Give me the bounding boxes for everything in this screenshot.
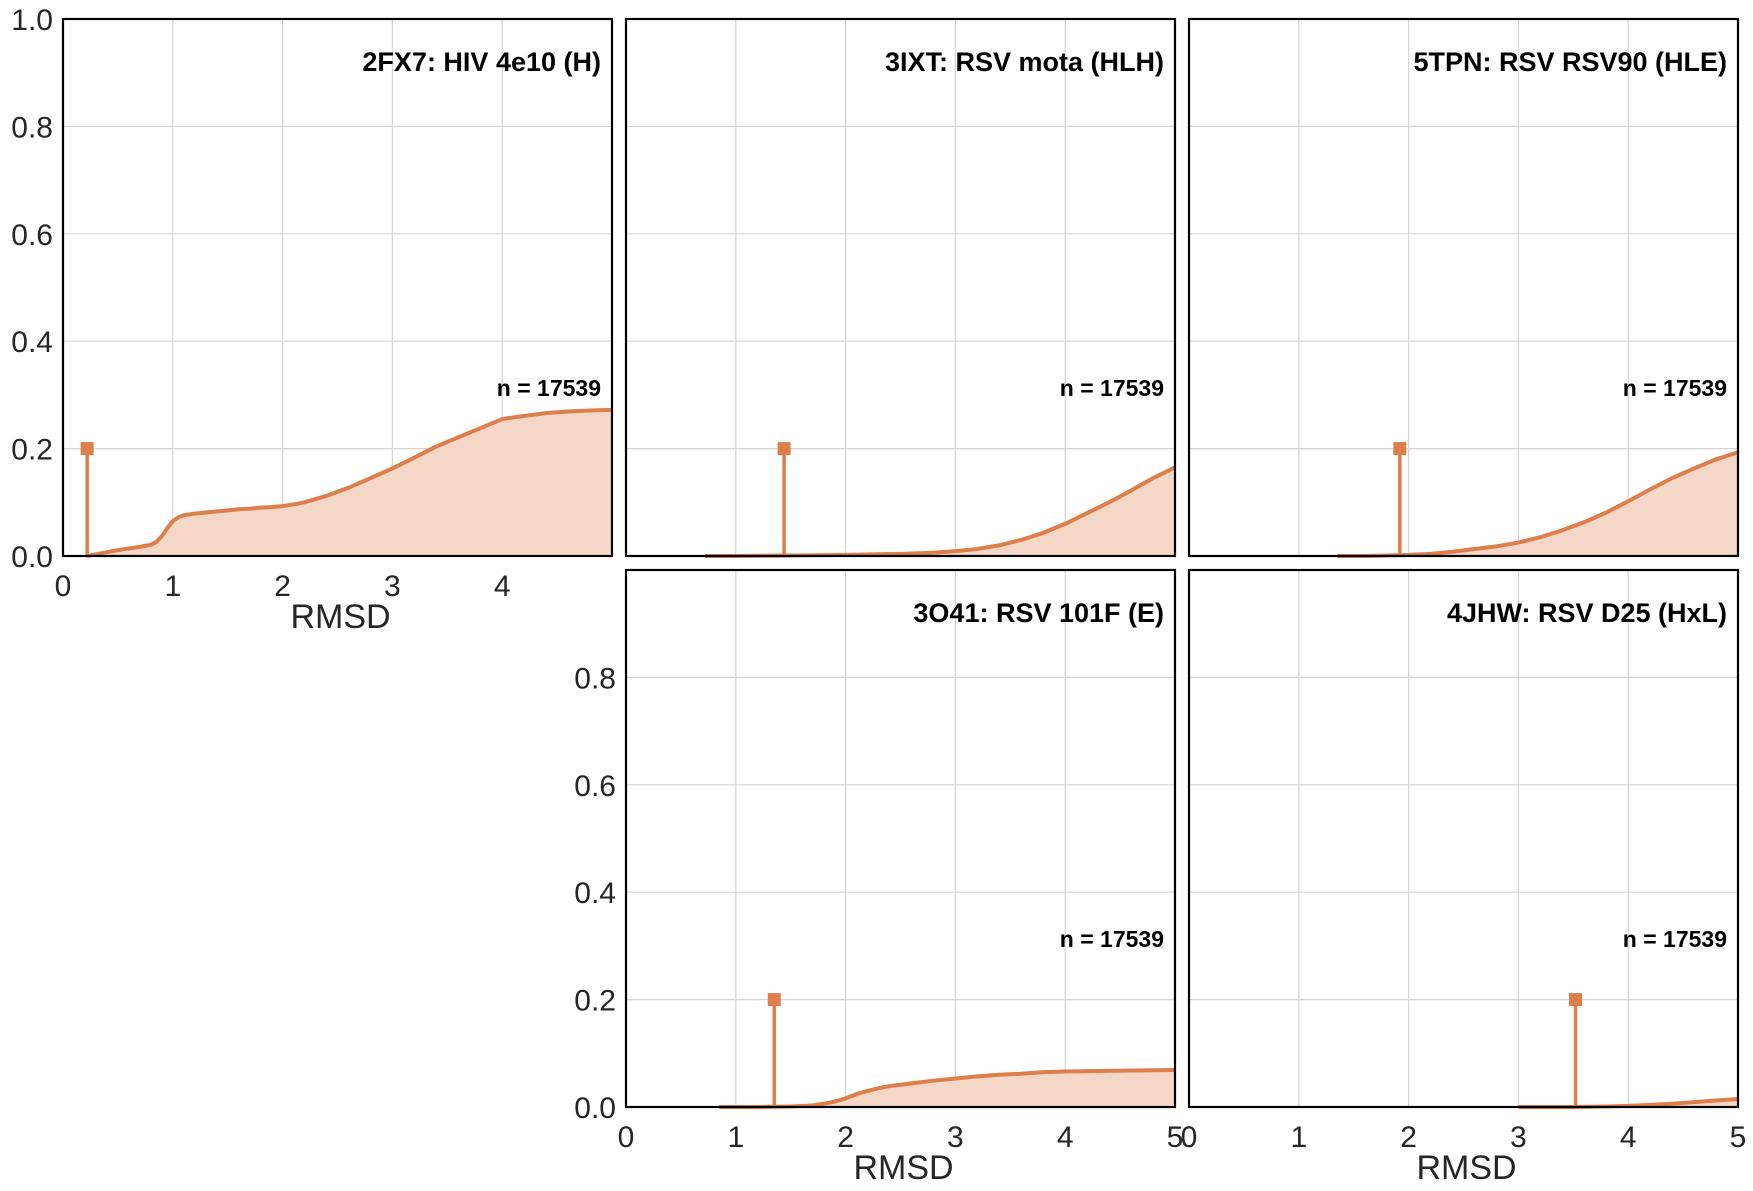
panel-5: 4JHW: RSV D25 (HxL) n = 17539 0 1 2 3 4 5 RMSD <box>1181 568 1747 1187</box>
marker-square <box>1568 993 1582 1007</box>
area-fill <box>1518 1098 1738 1107</box>
x-tick-label: 4 <box>494 570 511 603</box>
area-fill <box>1337 452 1738 556</box>
x-axis-label: RMSD <box>853 1149 953 1187</box>
n-annotation: n = 17539 <box>1060 926 1164 952</box>
n-annotation: n = 17539 <box>497 375 601 401</box>
x-axis-label: RMSD <box>1416 1149 1516 1187</box>
panel-title: 5TPN: RSV RSV90 (HLE) <box>1413 47 1727 77</box>
marker-square <box>767 993 781 1007</box>
x-tick-label: 0 <box>55 570 72 603</box>
plot-frame <box>1187 568 1740 1109</box>
area-fill <box>87 409 612 556</box>
panel-title: 3IXT: RSV mota (HLH) <box>885 47 1164 77</box>
x-tick-label: 2 <box>274 570 291 603</box>
n-annotation: n = 17539 <box>1060 375 1164 401</box>
x-tick-label: 0 <box>1181 1121 1198 1154</box>
panel-title: 2FX7: HIV 4e10 (H) <box>362 47 601 77</box>
x-tick-label: 5 <box>1730 1121 1747 1154</box>
marker-square <box>777 442 791 456</box>
x-tick-label: 2 <box>1400 1121 1417 1154</box>
plot-frame <box>624 568 1177 1109</box>
cdf-line <box>86 407 613 558</box>
y-tick-label: 0.0 <box>11 541 53 574</box>
x-tick-label: 1 <box>1290 1121 1307 1154</box>
x-tick-label: 3 <box>384 570 401 603</box>
y-tick-label: 0.2 <box>574 985 616 1018</box>
y-tick-label: 0.6 <box>574 770 616 803</box>
y-tick-label: 0.0 <box>574 1092 616 1125</box>
x-tick-label: 4 <box>1620 1121 1637 1154</box>
y-tick-label: 0.6 <box>11 219 53 252</box>
plot-frame <box>1187 17 1740 558</box>
x-tick-label: 3 <box>1510 1121 1527 1154</box>
y-tick-label: 1.0 <box>11 4 53 37</box>
x-tick-label: 2 <box>837 1121 854 1154</box>
panel-4: 3O41: RSV 101F (E) n = 17539 0 1 2 3 4 5 0.0 0.2 0… <box>574 568 1184 1187</box>
plot-frame <box>624 17 1177 558</box>
y-tick-label: 0.8 <box>11 111 53 144</box>
x-tick-label: 0 <box>618 1121 635 1154</box>
area-fill <box>705 467 1175 556</box>
marker-square <box>80 442 94 456</box>
x-tick-label: 5 <box>1167 1121 1184 1154</box>
plot-frame <box>61 17 614 558</box>
x-axis-label: RMSD <box>290 598 390 636</box>
x-tick-label: 4 <box>1057 1121 1074 1154</box>
x-tick-label: 3 <box>947 1121 964 1154</box>
x-tick-label: 1 <box>727 1121 744 1154</box>
panel-3: 5TPN: RSV RSV90 (HLE) n = 17539 <box>1187 17 1740 558</box>
panel-2: 3IXT: RSV mota (HLH) n = 17539 <box>624 17 1177 558</box>
y-tick-label: 0.8 <box>574 662 616 695</box>
panel-title: 4JHW: RSV D25 (HxL) <box>1447 598 1727 628</box>
area-fill <box>719 1069 1175 1107</box>
panel-title: 3O41: RSV 101F (E) <box>913 598 1164 628</box>
x-tick-label: 1 <box>164 570 181 603</box>
y-tick-label: 0.2 <box>11 434 53 467</box>
marker-square <box>1393 442 1407 456</box>
n-annotation: n = 17539 <box>1623 375 1727 401</box>
y-tick-label: 0.4 <box>574 877 616 910</box>
y-tick-label: 0.4 <box>11 326 53 359</box>
panel-1: 2FX7: HIV 4e10 (H) n = 17539 0 1 2 3 4 0.0 0.2 0.… <box>11 4 614 636</box>
n-annotation: n = 17539 <box>1623 926 1727 952</box>
cdf-line <box>719 1067 1176 1109</box>
